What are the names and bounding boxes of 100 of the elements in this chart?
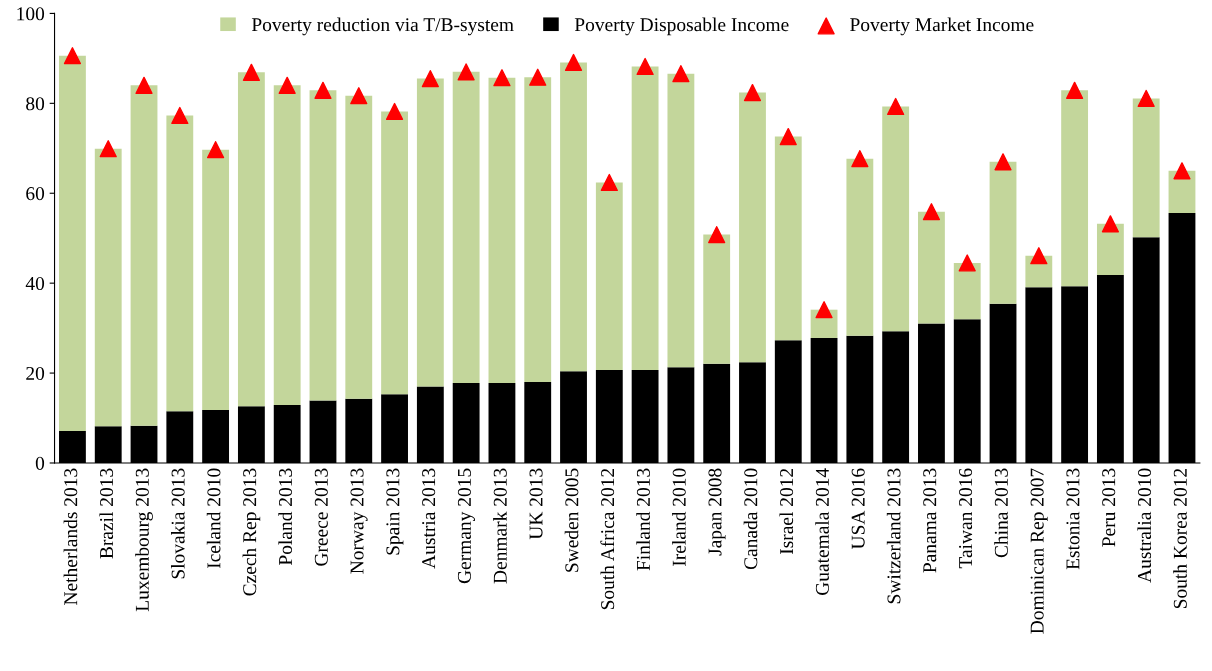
- point: [529, 68, 547, 86]
- point: [421, 69, 439, 88]
- point: [815, 301, 833, 319]
- bar: [1096, 223, 1124, 276]
- x-tick-label: Spain 2013: [386, 468, 404, 555]
- x-tick-label: Luxembourg 2013: [135, 468, 153, 612]
- x-tick-label: Dominican Rep 2007: [1030, 468, 1048, 634]
- bar: [237, 72, 265, 407]
- bar: [1061, 90, 1089, 287]
- point: [314, 81, 332, 99]
- y-tick-label: 100: [17, 7, 45, 21]
- x-tick-label: Brazil 2013: [99, 468, 114, 559]
- bar: [631, 66, 659, 370]
- x-tick-label: Guatemala 2014: [815, 468, 829, 596]
- x-tick-label: Denmark 2013: [493, 468, 507, 584]
- x-tick-label: Sweden 2005: [564, 468, 579, 572]
- x-tick-label: Germany 2015: [457, 468, 475, 584]
- x-tick-label: South Korea 2012: [1173, 468, 1187, 609]
- y-tick-label: 0: [35, 456, 45, 470]
- point: [493, 69, 511, 87]
- legend-label: Poverty reduction via T/B-system: [251, 17, 514, 36]
- y-tick-label: 60: [26, 187, 45, 201]
- bar: [166, 115, 194, 412]
- bar: [381, 111, 408, 395]
- y-tick-label: 20: [26, 366, 45, 381]
- point: [1101, 215, 1120, 233]
- x-tick-label: China 2013: [994, 468, 1008, 558]
- point: [1030, 247, 1048, 265]
- point: [171, 106, 189, 125]
- x-tick-label: Peru 2013: [1102, 468, 1116, 547]
- legend-label: Poverty Disposable Income: [574, 17, 789, 36]
- bar: [130, 85, 158, 426]
- point: [743, 83, 762, 102]
- bar: [882, 106, 910, 332]
- x-tick-label: Czech Rep 2013: [242, 468, 261, 596]
- point: [63, 47, 82, 65]
- point: [1137, 89, 1155, 108]
- x-tick-label: UK 2013: [529, 468, 543, 540]
- point: [385, 102, 404, 121]
- bar: [703, 234, 731, 364]
- point: [350, 87, 368, 105]
- point: [242, 63, 261, 81]
- x-tick-label: USA 2016: [851, 468, 865, 550]
- point: [278, 76, 296, 94]
- x-tick-label: Estonia 2013: [1066, 468, 1080, 570]
- bar: [560, 62, 587, 372]
- bar: [918, 211, 945, 324]
- x-tick-label: Australia 2010: [1137, 468, 1152, 583]
- bar: [59, 55, 86, 432]
- bar: [94, 148, 122, 427]
- bar: [989, 161, 1017, 304]
- point: [135, 76, 153, 94]
- point: [564, 53, 583, 72]
- bar: [524, 77, 552, 383]
- x-tick-label: Panama 2013: [923, 468, 937, 573]
- bar: [774, 136, 802, 341]
- x-tick-label: Austria 2013: [422, 468, 436, 569]
- point: [958, 254, 976, 272]
- point: [779, 127, 797, 146]
- point: [600, 173, 618, 192]
- x-tick-label: Israel 2012: [779, 468, 794, 555]
- point: [708, 225, 726, 244]
- point: [994, 153, 1012, 171]
- bar: [953, 262, 981, 320]
- point: [851, 150, 869, 168]
- x-tick-label: Norway 2013: [350, 468, 368, 574]
- x-tick-label: Netherlands 2013: [63, 468, 78, 605]
- point: [1065, 81, 1084, 99]
- y-tick-label: 80: [26, 97, 45, 111]
- point: [636, 57, 654, 76]
- bar: [739, 92, 766, 363]
- x-tick-label: Slovakia 2013: [170, 468, 185, 579]
- y-tick-label: 40: [25, 276, 45, 291]
- bar: [202, 149, 230, 410]
- point: [99, 140, 117, 158]
- x-tick-label: Poland 2013: [278, 468, 293, 566]
- x-tick-label: Greece 2013: [314, 468, 328, 566]
- x-tick-label: Switzerland 2013: [886, 468, 901, 604]
- x-tick-label: South Africa 2012: [600, 468, 615, 610]
- bar: [1132, 98, 1160, 238]
- bar: [309, 90, 337, 401]
- x-tick-label: Iceland 2010: [206, 468, 221, 569]
- x-tick-label: Ireland 2010: [672, 468, 686, 566]
- point: [206, 141, 225, 159]
- point: [672, 65, 690, 83]
- bar: [488, 77, 516, 383]
- point: [457, 63, 475, 81]
- bar: [345, 95, 373, 399]
- bar: [416, 78, 444, 387]
- bar: [273, 85, 301, 405]
- point: [1173, 162, 1191, 180]
- point: [922, 203, 941, 221]
- bar: [846, 158, 874, 336]
- point: [887, 97, 905, 116]
- bar: [595, 182, 623, 370]
- legend-label: Poverty Market Income: [850, 17, 1034, 36]
- x-tick-label: Japan 2008: [708, 468, 726, 556]
- bar: [667, 73, 695, 368]
- x-tick-label: Taiwan 2016: [958, 468, 973, 569]
- bar: [452, 71, 480, 383]
